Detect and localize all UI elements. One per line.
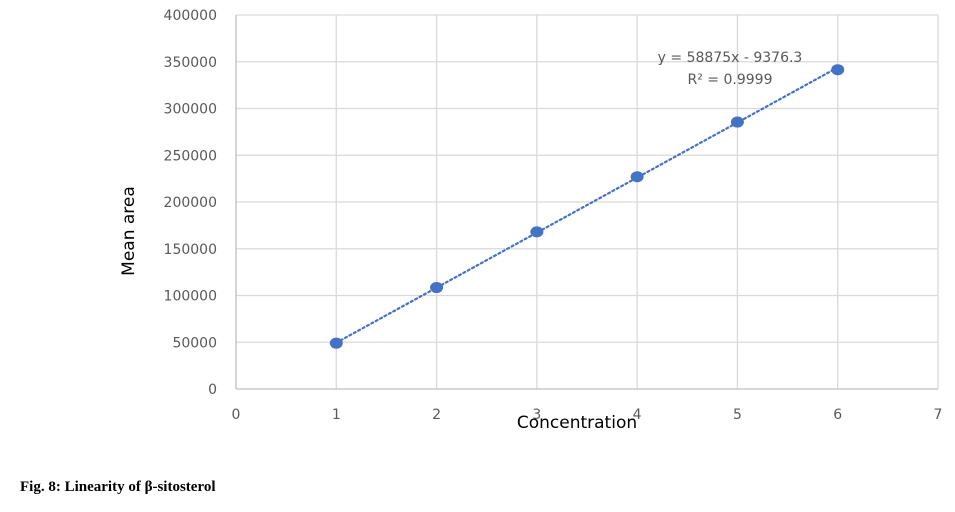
y-tick-label: 300000: [164, 102, 217, 118]
y-tick-label: 250000: [164, 148, 217, 164]
x-tick-label: 0: [232, 407, 241, 423]
y-tick-label: 100000: [164, 289, 217, 305]
linearity-chart: 0 50000 100000 150000 200000 250000 300000 3500…: [119, 8, 943, 433]
y-tick-label: 150000: [164, 242, 217, 258]
y-axis-title: Mean area: [119, 186, 139, 276]
data-point: [831, 64, 845, 76]
x-tick-label: 2: [432, 407, 441, 423]
x-tick-label: 1: [332, 407, 341, 423]
data-point: [630, 171, 644, 183]
y-tick-label: 200000: [164, 195, 217, 211]
y-tick-label: 0: [208, 382, 217, 398]
figure-caption: Fig. 8: Linearity of β-sitosterol: [20, 479, 216, 495]
trendline-equation: y = 58875x - 9376.3: [658, 50, 803, 66]
trendline: [335, 66, 839, 344]
data-point: [530, 226, 544, 238]
trendline-group: [335, 66, 839, 344]
tick-labels: 0 50000 100000 150000 200000 250000 300000 3500…: [164, 8, 943, 423]
x-axis-title: Concentration: [517, 413, 637, 433]
r-squared-label: R² = 0.9999: [688, 72, 773, 88]
data-points: [329, 64, 845, 349]
data-point: [730, 116, 744, 128]
x-tick-label: 4: [633, 407, 642, 423]
x-tick-label: 5: [733, 407, 742, 423]
y-tick-label: 400000: [164, 8, 217, 24]
gridlines: [235, 14, 939, 390]
x-tick-label: 3: [532, 407, 541, 423]
x-tick-label: 7: [934, 407, 943, 423]
x-tick-label: 6: [833, 407, 842, 423]
y-tick-label: 350000: [164, 55, 217, 71]
data-point: [430, 282, 444, 294]
y-tick-label: 50000: [172, 335, 217, 351]
data-point: [329, 337, 343, 349]
